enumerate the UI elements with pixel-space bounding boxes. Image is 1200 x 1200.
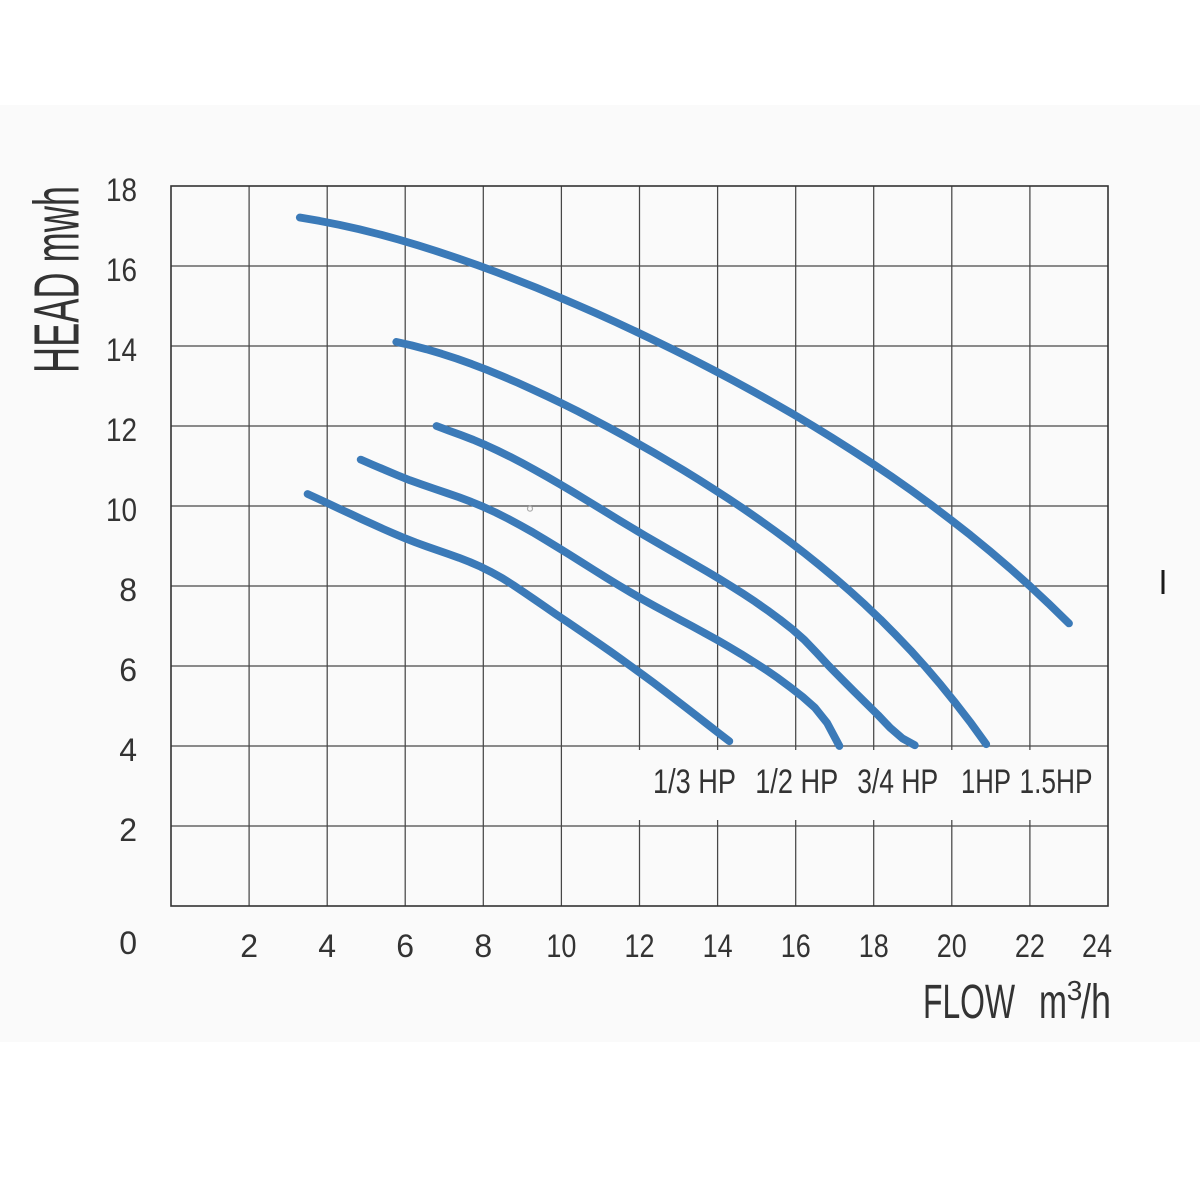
svg-text:14: 14 (106, 332, 137, 368)
svg-text:3: 3 (1067, 975, 1083, 1006)
svg-text:HEAD mwh: HEAD mwh (21, 186, 93, 373)
svg-text:22: 22 (1015, 928, 1045, 964)
svg-text:18: 18 (106, 172, 137, 208)
svg-text:4: 4 (119, 732, 137, 768)
svg-text:1/3 HP: 1/3 HP (653, 763, 736, 801)
svg-text:10: 10 (106, 492, 137, 528)
svg-text:m: m (1039, 976, 1067, 1029)
svg-text:2: 2 (119, 812, 137, 848)
svg-text:16: 16 (781, 928, 811, 964)
svg-text:16: 16 (106, 252, 137, 288)
svg-text:0: 0 (119, 925, 137, 961)
svg-text:6: 6 (396, 928, 414, 964)
svg-text:1HP: 1HP (961, 763, 1011, 801)
svg-text:1.5HP: 1.5HP (1020, 763, 1093, 801)
svg-text:8: 8 (119, 572, 137, 608)
svg-text:2: 2 (240, 928, 258, 964)
svg-text:1/2 HP: 1/2 HP (755, 763, 838, 801)
svg-text:12: 12 (625, 928, 655, 964)
svg-text:8: 8 (474, 928, 492, 964)
svg-text:FLOW: FLOW (923, 976, 1015, 1029)
svg-text:24: 24 (1082, 928, 1112, 964)
svg-text:6: 6 (119, 652, 137, 688)
svg-text:3/4 HP: 3/4 HP (857, 763, 938, 801)
svg-text:4: 4 (318, 928, 336, 964)
svg-text:20: 20 (937, 928, 967, 964)
svg-text:12: 12 (106, 412, 137, 448)
svg-text:18: 18 (859, 928, 889, 964)
svg-text:14: 14 (703, 928, 733, 964)
svg-text:/h: /h (1081, 976, 1111, 1029)
svg-text:10: 10 (546, 928, 576, 964)
